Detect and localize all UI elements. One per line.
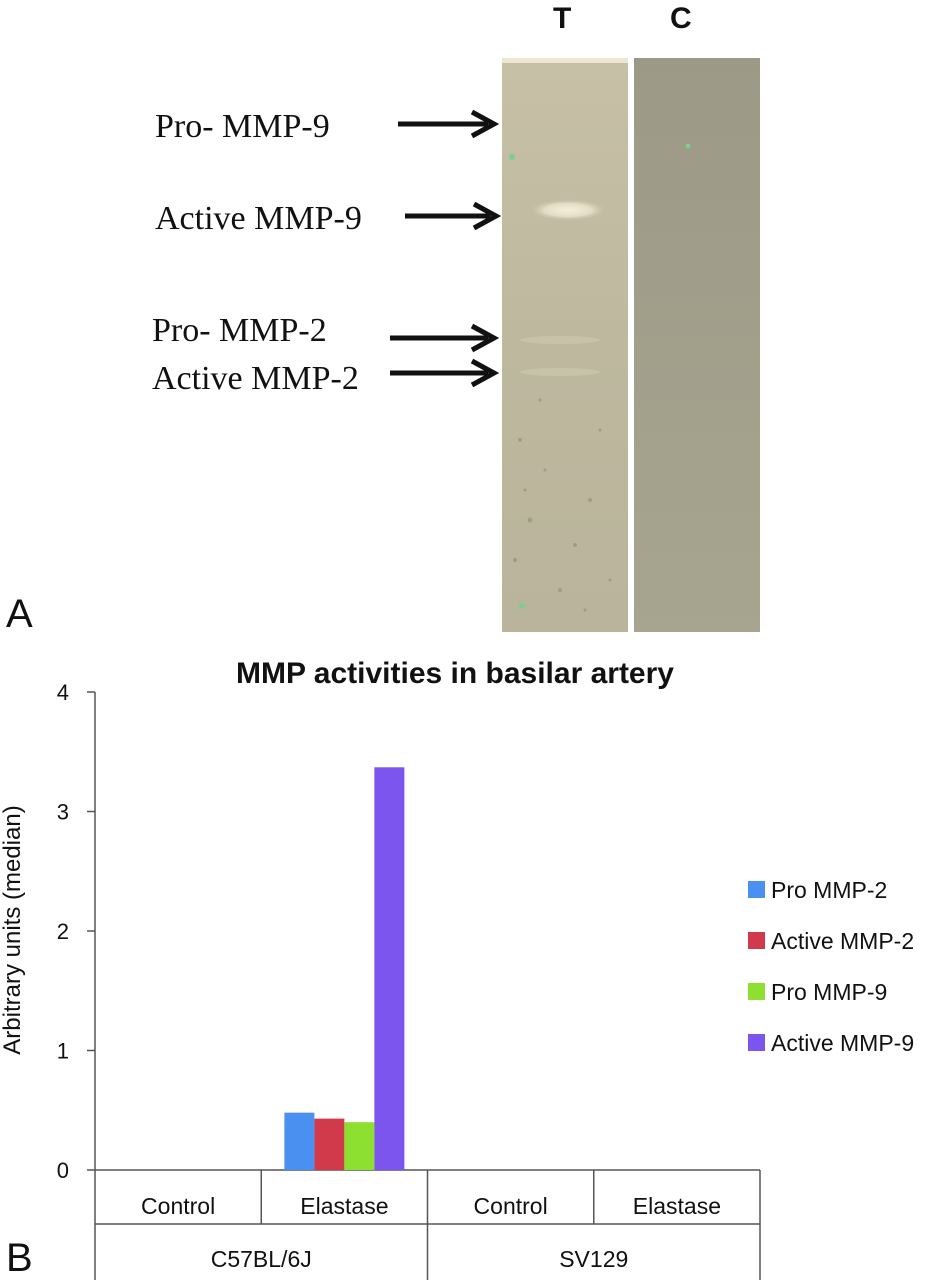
x-axis-labels: Control Elastase Control Elastase C57BL/6J SV… <box>141 1193 721 1272</box>
legend-swatch <box>748 881 765 898</box>
x-tick-label: Control <box>141 1193 215 1219</box>
y-axis-label: Arbitrary units (median) <box>0 805 26 1054</box>
group-label: SV129 <box>559 1246 628 1272</box>
x-tick-label: Elastase <box>633 1193 721 1219</box>
legend-label: Active MMP-2 <box>771 928 914 954</box>
band-label-active-mmp2: Active MMP-2 <box>152 360 359 397</box>
axes <box>94 692 761 1280</box>
gel-lane-t <box>502 58 628 632</box>
legend-swatch <box>748 983 765 1000</box>
bar <box>374 767 405 1170</box>
legend-swatch <box>748 1034 765 1051</box>
bar <box>344 1122 375 1170</box>
gel-lane-c <box>634 58 760 632</box>
band-label-pro-mmp2: Pro- MMP-2 <box>152 312 327 349</box>
y-tick-label: 1 <box>57 1039 69 1064</box>
y-tick-label: 0 <box>57 1158 69 1183</box>
legend-swatch <box>748 932 765 949</box>
bar <box>284 1112 315 1170</box>
bar-chart: MMP activities in basilar artery Arbitra… <box>0 657 914 1280</box>
group-label: C57BL/6J <box>211 1246 312 1272</box>
y-tick-label: 3 <box>57 800 69 825</box>
band-label-pro-mmp9: Pro- MMP-9 <box>155 108 330 145</box>
bars <box>284 767 405 1170</box>
legend-label: Pro MMP-9 <box>771 979 887 1005</box>
y-tick-label: 2 <box>57 919 69 944</box>
chart-title: MMP activities in basilar artery <box>236 657 674 690</box>
legend-label: Pro MMP-2 <box>771 877 887 903</box>
y-ticks: 0 1 2 3 4 <box>57 680 95 1183</box>
lane-header-t: T <box>553 2 572 35</box>
band-label-active-mmp9: Active MMP-9 <box>155 200 362 237</box>
y-tick-label: 4 <box>57 680 69 705</box>
lane-header-c: C <box>670 2 692 35</box>
bar <box>314 1118 345 1170</box>
x-tick-label: Elastase <box>300 1193 388 1219</box>
legend-label: Active MMP-9 <box>771 1030 914 1056</box>
panel-letter-b: B <box>6 1236 33 1280</box>
gel-image <box>390 58 760 632</box>
legend: Pro MMP-2 Active MMP-2 Pro MMP-9 Active MMP… <box>748 877 914 1056</box>
band-arrows <box>390 109 502 388</box>
x-tick-label: Control <box>474 1193 548 1219</box>
panel-letter-a: A <box>6 592 33 636</box>
